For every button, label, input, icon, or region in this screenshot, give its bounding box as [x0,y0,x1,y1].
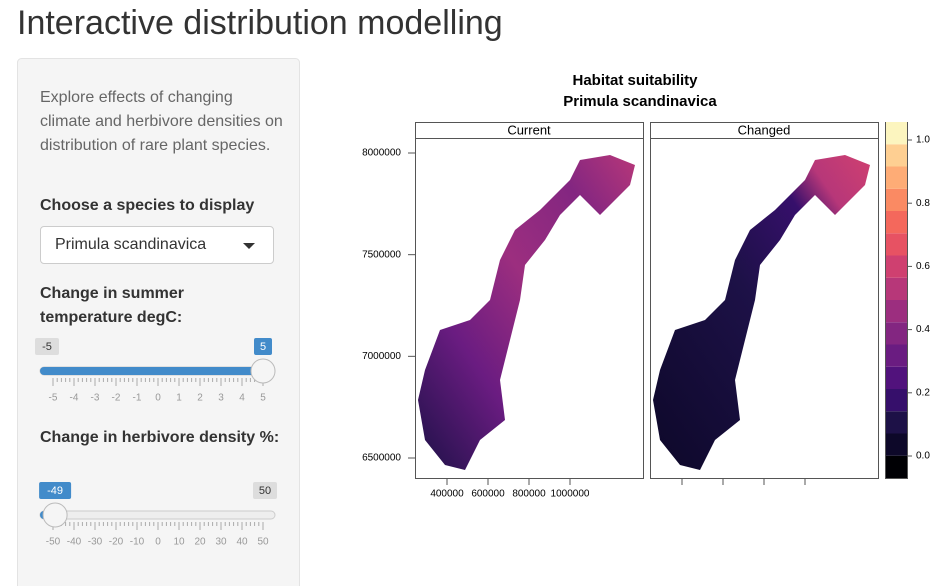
app-title: Interactive distribution modelling [17,4,503,42]
slider-value: -49 [47,485,63,497]
colorbar-cell [886,166,907,189]
map-current [418,155,635,470]
colorbar-cell [886,255,907,278]
map-changed [653,155,870,470]
slider-tick-label: 50 [257,537,269,548]
slider-bar [40,367,263,375]
colorbar-tick-label: 0.0 [916,451,930,462]
colorbar-cell [886,233,907,256]
slider-value: 5 [260,341,266,353]
dropdown-caret [243,243,255,249]
description: Explore effects of changing climate and … [40,89,283,154]
slider-tick-label: -4 [70,393,79,404]
colorbar-cell [886,322,907,345]
colorbar-cell [886,389,907,412]
slider-tick-label: 40 [236,537,248,548]
slider-tick-label: 30 [215,537,227,548]
colorbar-cell [886,411,907,434]
x-tick-label: 600000 [471,489,505,500]
slider-value-bg [254,338,272,355]
select-value[interactable]: Primula scandinavica [55,236,207,253]
slider-tick-label: -30 [88,537,103,548]
slider-value-bg [39,482,72,499]
colorbar-tick-label: 0.6 [916,261,930,272]
slider-tick-label: -2 [112,393,121,404]
slider-min: -5 [42,341,52,353]
colorbar-cell [886,211,907,234]
colorbar-cell [886,144,907,167]
slider-label: Change in herbivore density %: [40,429,280,446]
strip [415,122,644,139]
y-tick-label: 7500000 [362,249,401,260]
x-tick-label: 400000 [430,489,464,500]
slider-min-bg [35,338,59,355]
panel-title: Current [507,122,551,137]
slider-tick-label: -50 [46,537,61,548]
slider-tick-label: -20 [109,537,124,548]
slider-tick-label: -5 [49,393,58,404]
colorbar-tick-label: 0.2 [916,387,930,398]
colorbar-cell [886,366,907,389]
slider-handle[interactable] [250,358,276,384]
slider-tick-label: -1 [133,393,142,404]
colorbar-tick-label: 1.0 [916,135,930,146]
slider-tick-label: -3 [91,393,100,404]
colorbar-tick-label: 0.4 [916,324,930,335]
slider-tick-label: 20 [194,537,206,548]
slider-tick-label: 10 [173,537,185,548]
slider-tick-label: 5 [260,393,266,404]
colorbar-cell [886,300,907,323]
y-tick-label: 7000000 [362,351,401,362]
colorbar-cell [886,455,907,478]
slider-tick-label: 2 [197,393,203,404]
slider-tick-label: 0 [155,393,161,404]
colorbar-tick-label: 0.8 [916,198,930,209]
plot-title: Habitat suitability [572,72,698,89]
colorbar-cell [886,433,907,456]
slider-max-bg [253,482,277,499]
x-tick-label: 1000000 [551,489,590,500]
panel-title: Changed [738,122,791,137]
colorbar-cell [886,344,907,367]
slider-tick-label: -40 [67,537,82,548]
slider-label: Change in summer temperature degC: [40,285,185,326]
slider-tick-label: 0 [155,537,161,548]
slider-track [39,510,276,520]
slider-tick-label: -10 [130,537,145,548]
x-tick-label: 800000 [512,489,546,500]
select-label: Choose a species to display [40,197,255,214]
slider-tick-label: 3 [218,393,224,404]
colorbar-cell [886,122,907,145]
y-tick-label: 6500000 [362,453,401,464]
slider-tick-label: 4 [239,393,245,404]
strip [650,122,879,139]
colorbar-cell [886,277,907,300]
y-tick-label: 8000000 [362,148,401,159]
colorbar-cell [886,188,907,211]
slider-tick-label: 1 [176,393,182,404]
sidebar-panel [17,58,300,586]
slider-max: 50 [259,485,271,497]
plot-subtitle: Primula scandinavica [563,93,717,110]
species-select[interactable]: Primula scandinavica [40,226,274,264]
slider-handle[interactable] [42,502,68,528]
